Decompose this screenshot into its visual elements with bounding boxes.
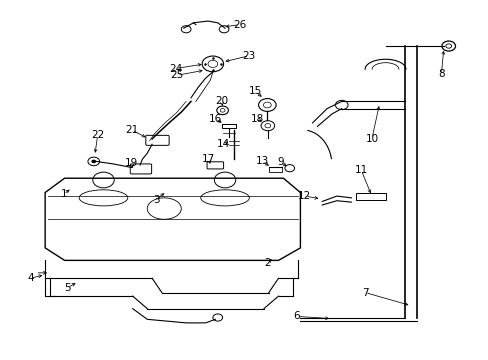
Text: 15: 15 — [248, 86, 261, 96]
Text: 24: 24 — [168, 64, 182, 73]
Bar — [356, 193, 385, 200]
Text: 22: 22 — [91, 130, 104, 140]
Text: 13: 13 — [255, 156, 268, 166]
Text: 2: 2 — [264, 258, 271, 268]
Text: 26: 26 — [233, 19, 246, 30]
Text: 6: 6 — [293, 311, 300, 321]
Text: 1: 1 — [60, 189, 67, 199]
Text: 5: 5 — [63, 283, 70, 293]
Text: 11: 11 — [354, 165, 367, 175]
Text: 12: 12 — [298, 191, 311, 201]
Text: 18: 18 — [250, 113, 264, 123]
Text: 8: 8 — [437, 69, 444, 79]
Text: 9: 9 — [277, 157, 283, 167]
Text: 4: 4 — [27, 273, 34, 283]
Text: 7: 7 — [361, 288, 367, 297]
Circle shape — [91, 159, 96, 163]
Text: 25: 25 — [170, 70, 183, 80]
Text: 20: 20 — [215, 96, 228, 107]
Text: 10: 10 — [365, 134, 378, 144]
Text: 19: 19 — [125, 158, 138, 168]
Text: 16: 16 — [208, 113, 222, 123]
Text: 17: 17 — [202, 154, 215, 164]
Text: 3: 3 — [152, 195, 159, 204]
Text: 21: 21 — [125, 125, 138, 135]
Text: 23: 23 — [242, 51, 255, 61]
Text: 14: 14 — [216, 139, 229, 149]
